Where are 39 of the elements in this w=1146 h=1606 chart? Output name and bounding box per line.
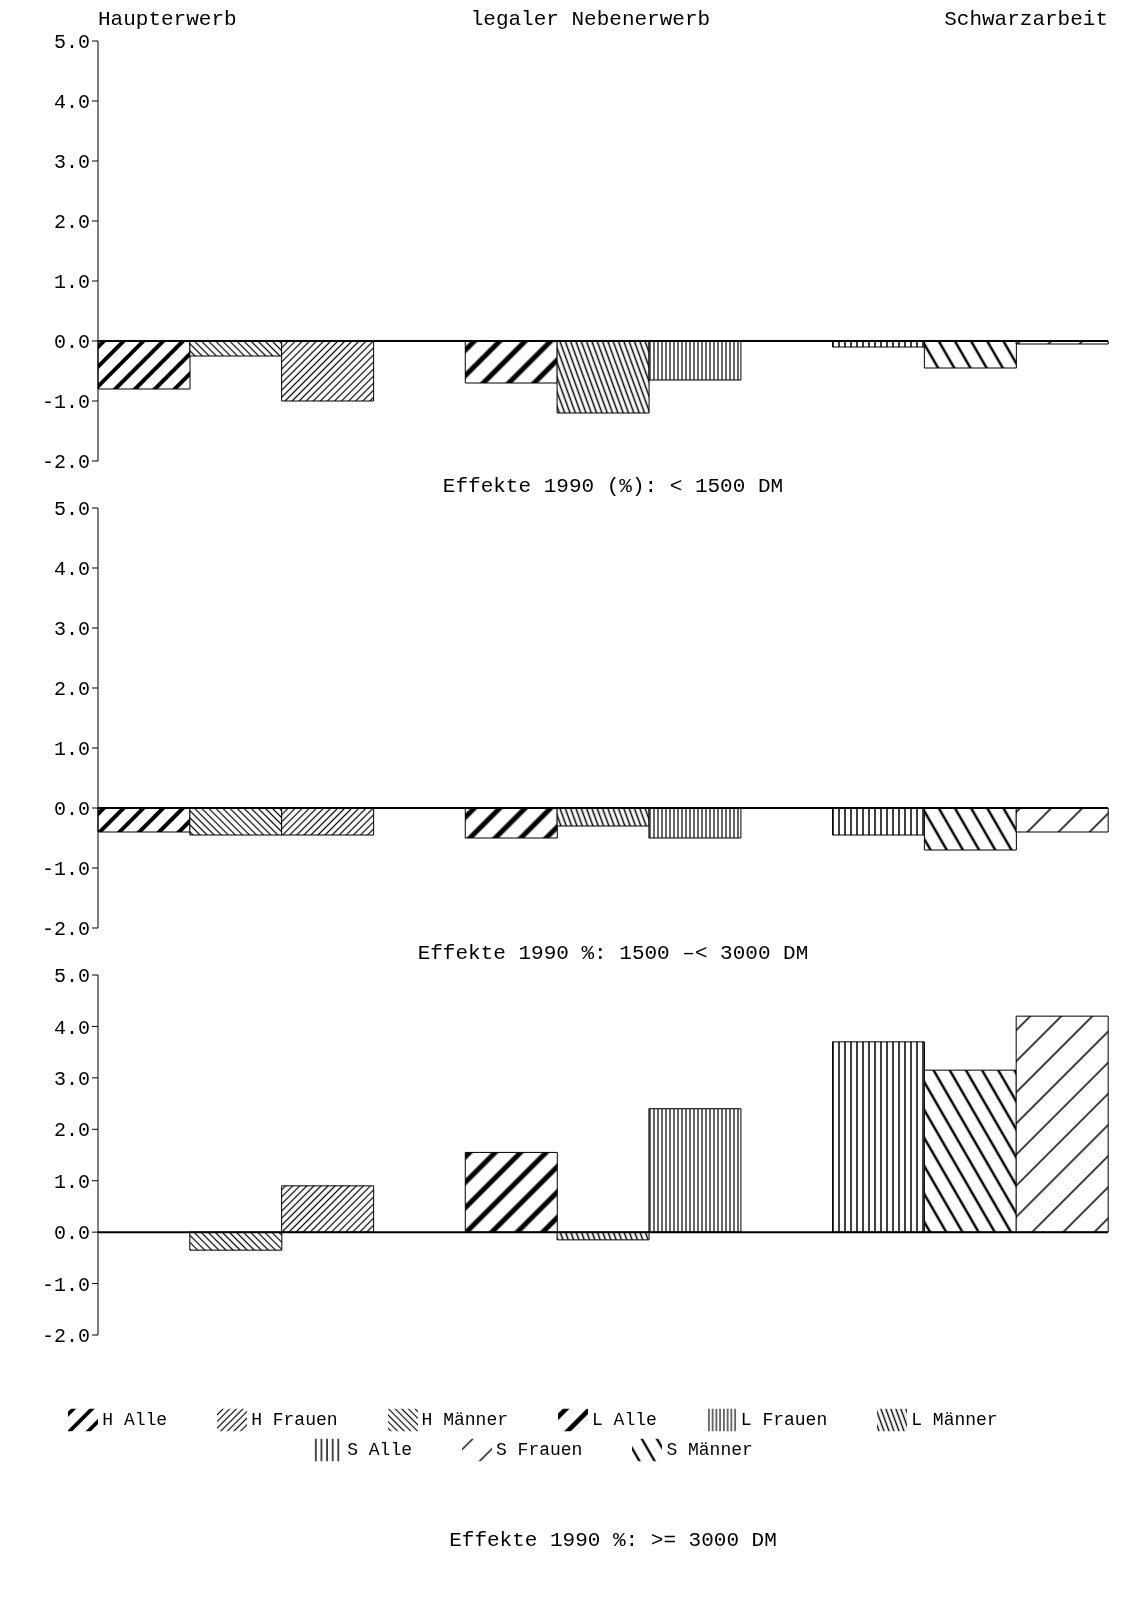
legend-label: H Männer (421, 1409, 508, 1430)
x-axis-title: Effekte 1990 (%): < 1500 DM (441, 475, 785, 498)
x-axis-title: Effekte 1990 %: >= 3000 DM (448, 1529, 778, 1552)
y-tick-label: 5.0 (53, 31, 90, 55)
legend-label: L Alle (592, 1409, 657, 1430)
y-tick-label: -2.0 (41, 451, 90, 475)
text: legaler Nebenerwerb (470, 8, 711, 31)
y-tick-label: -2.0 (41, 1325, 90, 1349)
text: Schwarzarbeit (944, 8, 1108, 31)
y-tick-label: 1.0 (53, 738, 90, 762)
legend-label: L Frauen (740, 1409, 828, 1430)
y-tick-label: 0.0 (53, 1222, 90, 1246)
y-tick-label: 1.0 (53, 1170, 90, 1194)
y-tick-label: 2.0 (53, 678, 90, 702)
y-tick-label: -1.0 (41, 1273, 90, 1297)
y-tick-label: 0.0 (53, 798, 90, 822)
y-tick-label: 3.0 (53, 618, 90, 642)
legend-label: S Alle (347, 1439, 412, 1460)
y-tick-label: 4.0 (53, 1016, 90, 1040)
y-tick-label: 5.0 (53, 965, 90, 989)
y-tick-label: 2.0 (53, 1119, 90, 1143)
y-tick-label: -2.0 (41, 918, 90, 942)
legend-label: S Frauen (495, 1439, 583, 1460)
y-tick-label: 4.0 (53, 91, 90, 115)
y-tick-label: 2.0 (53, 211, 90, 235)
y-tick-label: 0.0 (53, 331, 90, 355)
legend-label: S Männer (666, 1439, 753, 1460)
text: Haupterwerb (98, 8, 237, 31)
y-tick-label: -1.0 (41, 391, 90, 415)
y-tick-label: 3.0 (53, 151, 90, 175)
y-tick-label: 3.0 (53, 1067, 90, 1091)
legend-label: H Frauen (251, 1409, 338, 1430)
y-tick-label: 5.0 (53, 498, 90, 522)
legend-label: H Alle (102, 1409, 168, 1430)
y-tick-label: -1.0 (41, 858, 90, 882)
legend-label: L Männer (911, 1409, 998, 1430)
x-axis-title: Effekte 1990 %: 1500 –< 3000 DM (416, 942, 810, 965)
y-tick-label: 1.0 (53, 271, 90, 295)
y-tick-label: 4.0 (53, 558, 90, 582)
